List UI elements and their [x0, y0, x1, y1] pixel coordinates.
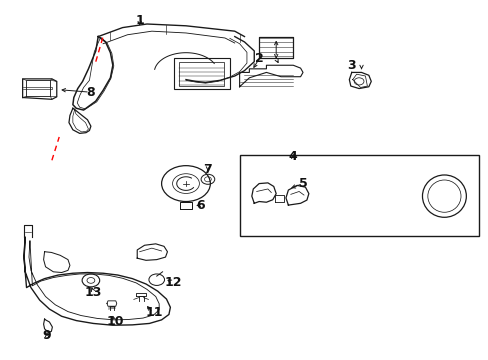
Text: 1: 1 — [135, 14, 144, 27]
Bar — [173, 58, 229, 89]
Text: 8: 8 — [86, 86, 95, 99]
Text: 13: 13 — [84, 287, 102, 300]
Text: 10: 10 — [106, 315, 124, 328]
Text: 6: 6 — [196, 199, 204, 212]
Text: 3: 3 — [347, 59, 355, 72]
Text: 12: 12 — [165, 276, 182, 289]
Text: 7: 7 — [203, 163, 212, 176]
Text: 5: 5 — [298, 177, 307, 190]
Text: 9: 9 — [42, 329, 51, 342]
Text: 11: 11 — [145, 306, 163, 319]
Bar — [178, 62, 223, 86]
Bar — [239, 155, 478, 235]
Text: 4: 4 — [288, 150, 297, 163]
Text: 2: 2 — [254, 51, 263, 64]
